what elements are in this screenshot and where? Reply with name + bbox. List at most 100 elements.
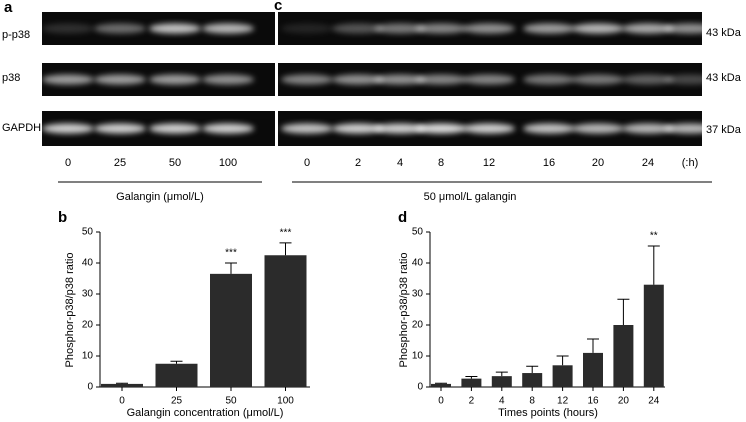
row-label: p-p38	[2, 29, 30, 41]
blot-band	[94, 23, 146, 34]
x-tick-label: 0	[438, 396, 444, 407]
y-axis-label: Phosphor-p38/p38 ratio	[64, 253, 76, 368]
blot-band	[463, 74, 515, 85]
bar	[583, 352, 603, 387]
blot-band	[42, 123, 94, 134]
lane-label: 24	[642, 157, 654, 169]
error-bar	[225, 262, 237, 274]
blot-band	[332, 74, 384, 85]
panel-label: a	[4, 0, 13, 16]
x-axis-label: Galangin concentration (μmol/L)	[127, 407, 284, 419]
bar	[613, 325, 634, 387]
y-tick-label: 10	[412, 351, 424, 362]
blot-band	[202, 23, 254, 34]
error-bar	[647, 245, 660, 285]
blot-band	[332, 123, 384, 134]
blot-band	[523, 74, 575, 85]
blot-band	[415, 123, 467, 134]
row-label: p38	[2, 72, 20, 84]
blot-band	[281, 74, 333, 85]
x-tick-label: 2	[469, 396, 475, 407]
blot-band	[463, 123, 515, 134]
y-tick-label: 50	[82, 227, 94, 238]
blot-band	[622, 123, 674, 134]
x-tick-label: 0	[119, 396, 125, 407]
error-bar	[116, 382, 128, 384]
bar	[643, 284, 664, 387]
blot-band	[281, 123, 333, 134]
x-tick-label: 50	[225, 396, 237, 407]
error-bar	[465, 375, 478, 379]
error-bar	[556, 355, 569, 366]
y-tick-label: 20	[82, 320, 94, 331]
blot-band	[523, 23, 575, 34]
lane-label: 25	[114, 157, 126, 169]
y-tick-label: 50	[412, 227, 424, 238]
blot-band	[572, 123, 624, 134]
lane-label: 0	[65, 157, 71, 169]
kda-label: 37 kDa	[706, 124, 742, 136]
lane-label: 12	[483, 157, 495, 169]
lane-label: 8	[438, 157, 444, 169]
x-tick-label: 4	[499, 396, 505, 407]
significance: ***	[225, 248, 237, 259]
lane-label: 50	[169, 157, 181, 169]
blot-band	[149, 23, 201, 34]
x-tick-label: 24	[648, 396, 660, 407]
blot-band	[415, 23, 467, 34]
blot-band	[374, 123, 426, 134]
bar	[552, 365, 573, 387]
panel-label: d	[398, 209, 407, 226]
row-label: GAPDH	[2, 122, 41, 134]
x-tick-label: 8	[529, 396, 535, 407]
kda-label: 43 kDa	[706, 27, 742, 39]
x-tick-label: 25	[171, 396, 183, 407]
error-bar	[279, 242, 292, 256]
blot-band	[572, 23, 624, 34]
blot-band	[664, 23, 716, 34]
y-tick-label: 10	[82, 351, 94, 362]
blot-band	[332, 23, 384, 34]
blot-band	[42, 74, 94, 85]
x-axis-label: Times points (hours)	[498, 407, 598, 419]
bar	[522, 373, 543, 387]
caption: Galangin (μmol/L)	[116, 191, 204, 203]
blot-band	[374, 74, 426, 85]
blot-band	[523, 123, 575, 134]
y-tick-label: 0	[87, 382, 93, 393]
y-tick-label: 0	[417, 382, 423, 393]
y-axis-label: Phosphor-p38/p38 ratio	[398, 253, 410, 368]
bar	[264, 255, 307, 387]
blot-band	[374, 23, 426, 34]
error-bar	[617, 298, 630, 325]
blot-band	[149, 74, 201, 85]
significance: ***	[280, 227, 292, 238]
y-tick-label: 30	[82, 289, 94, 300]
blots	[42, 12, 716, 146]
lane-label: 2	[355, 157, 361, 169]
blot-band	[281, 23, 333, 34]
blot-band	[42, 23, 94, 34]
blot-band	[572, 74, 624, 85]
bar	[431, 383, 451, 387]
bar	[210, 273, 252, 387]
lane-label: 20	[592, 157, 604, 169]
bar	[491, 376, 512, 387]
significance: **	[650, 231, 658, 242]
error-bar	[435, 382, 447, 384]
blot-band	[202, 123, 254, 134]
x-tick-label: 100	[277, 396, 294, 407]
bar	[461, 378, 482, 387]
lane-unit: (:h)	[682, 157, 699, 169]
blot-band	[149, 123, 201, 134]
caption: 50 μmol/L galangin	[424, 191, 517, 203]
blot-band	[622, 74, 674, 85]
blot-band	[415, 74, 467, 85]
blot-band	[664, 74, 716, 85]
kda-label: 43 kDa	[706, 72, 742, 84]
x-tick-label: 12	[557, 396, 569, 407]
y-tick-label: 20	[412, 320, 424, 331]
error-bar	[495, 371, 508, 377]
y-tick-label: 40	[412, 258, 424, 269]
